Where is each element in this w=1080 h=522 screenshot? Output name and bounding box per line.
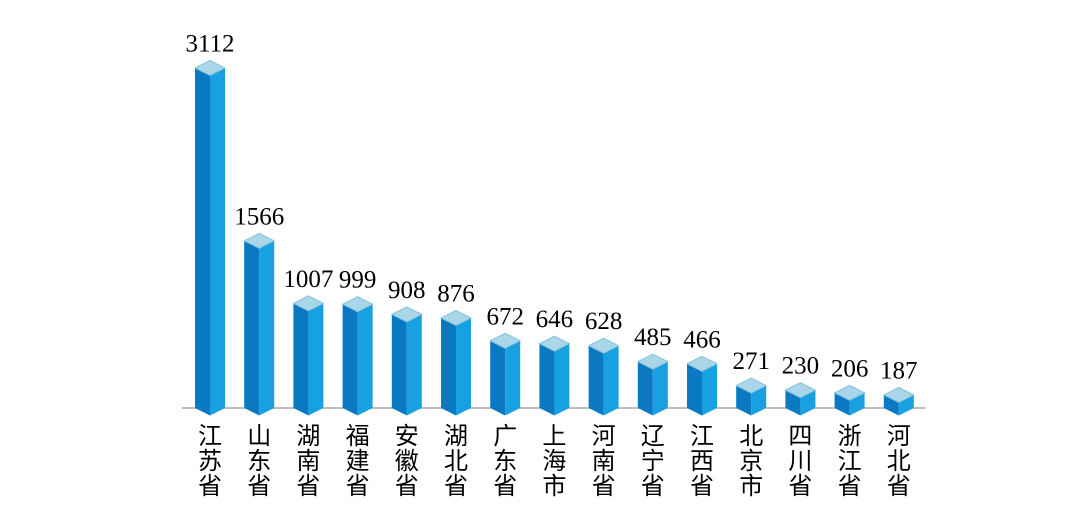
category-label: 山东省 xyxy=(247,423,271,500)
category-label: 湖南省 xyxy=(296,423,320,500)
bar-face-left xyxy=(195,67,210,416)
bar-face-right xyxy=(406,314,422,416)
category-label: 四川省 xyxy=(788,424,812,500)
bar-column: 999 福建省 xyxy=(339,267,377,500)
bar-face-right xyxy=(357,304,373,416)
value-label: 187 xyxy=(880,357,918,384)
bar-top-face xyxy=(685,355,719,372)
bar-face-right xyxy=(898,394,914,416)
value-label: 672 xyxy=(486,303,524,330)
bar-face-right xyxy=(259,240,275,416)
bar-face-left xyxy=(883,394,899,416)
bar-face-left xyxy=(342,304,358,416)
category-label: 河北省 xyxy=(887,423,911,500)
bar-face-left xyxy=(490,340,506,416)
bar-column: 646 上海市 xyxy=(536,306,574,500)
bar-face-left xyxy=(785,390,801,416)
bar-face-right xyxy=(308,303,324,416)
value-label: 3112 xyxy=(185,30,234,57)
bar-column: 672 广东省 xyxy=(486,303,524,500)
bar-top-face xyxy=(882,386,915,404)
value-label: 628 xyxy=(585,308,623,335)
category-label: 北京市 xyxy=(739,423,763,500)
value-label: 271 xyxy=(732,348,770,375)
value-label: 1007 xyxy=(283,266,333,293)
bar-top-face xyxy=(292,295,325,312)
bar-column: 230 四川省 xyxy=(782,353,820,500)
bar-top-face xyxy=(636,353,669,370)
bar-top-face xyxy=(390,306,423,323)
bar-column: 466 江西省 xyxy=(683,326,721,500)
bar-face-right xyxy=(800,390,816,416)
category-label: 安徽省 xyxy=(395,423,419,500)
category-label: 广东省 xyxy=(493,423,517,500)
bar-column: 876 湖北省 xyxy=(437,280,475,500)
category-label: 福建省 xyxy=(346,423,370,500)
bar-face-right xyxy=(603,345,619,416)
value-label: 230 xyxy=(782,353,820,380)
bar-face-right xyxy=(702,363,717,416)
bar-face-left xyxy=(539,343,555,416)
bar-column: 271 北京市 xyxy=(732,348,770,500)
category-label: 上海市 xyxy=(542,423,566,500)
value-label: 999 xyxy=(339,267,377,294)
bar-column: 485 辽宁省 xyxy=(634,324,672,500)
value-label: 466 xyxy=(683,326,721,353)
category-label: 浙江省 xyxy=(838,423,862,500)
bar-face-left xyxy=(244,240,260,416)
value-label: 876 xyxy=(437,280,475,307)
category-label: 辽宁省 xyxy=(641,423,665,500)
bar-face-left xyxy=(588,345,604,416)
bar-top-face xyxy=(784,382,817,399)
bar-column: 187 河北省 xyxy=(880,357,918,500)
category-label: 江苏省 xyxy=(198,423,222,500)
bar-face-left xyxy=(441,317,456,416)
bar-top-face xyxy=(489,332,522,349)
value-label: 646 xyxy=(536,306,574,333)
bar-face-left xyxy=(687,363,702,416)
bar-top-face xyxy=(243,232,276,249)
bar-face-right xyxy=(505,340,521,416)
bar-face-left xyxy=(293,303,309,416)
bar-top-face xyxy=(193,59,227,77)
value-label: 485 xyxy=(634,324,672,351)
bar-face-right xyxy=(456,317,471,416)
category-label: 湖北省 xyxy=(444,423,468,500)
value-label: 206 xyxy=(831,355,869,382)
value-label: 908 xyxy=(388,277,426,304)
bar-column: 3112 江苏省 xyxy=(185,30,234,500)
bar-top-face xyxy=(538,335,571,352)
category-label: 河南省 xyxy=(592,423,616,500)
bar-face-right xyxy=(751,385,767,416)
bar-face-right xyxy=(210,67,225,416)
bar-column: 908 安徽省 xyxy=(388,277,426,500)
bar-face-right xyxy=(652,361,668,416)
bar-column: 1007 湖南省 xyxy=(283,266,333,500)
bar-top-face xyxy=(735,377,768,394)
bar-top-face xyxy=(439,309,473,327)
bar-top-face xyxy=(587,337,620,354)
bar-face-right xyxy=(554,343,570,416)
bar-face-left xyxy=(736,385,752,416)
bar-face-left xyxy=(391,314,407,416)
bar-top-face xyxy=(833,384,866,401)
category-label: 江西省 xyxy=(690,423,714,500)
bar-top-face xyxy=(341,296,374,313)
bar-column: 206 浙江省 xyxy=(831,355,869,500)
bar-face-left xyxy=(637,361,653,416)
bar-column: 1566 山东省 xyxy=(234,203,284,500)
value-label: 1566 xyxy=(234,203,284,230)
bar-column: 628 河南省 xyxy=(585,308,623,500)
